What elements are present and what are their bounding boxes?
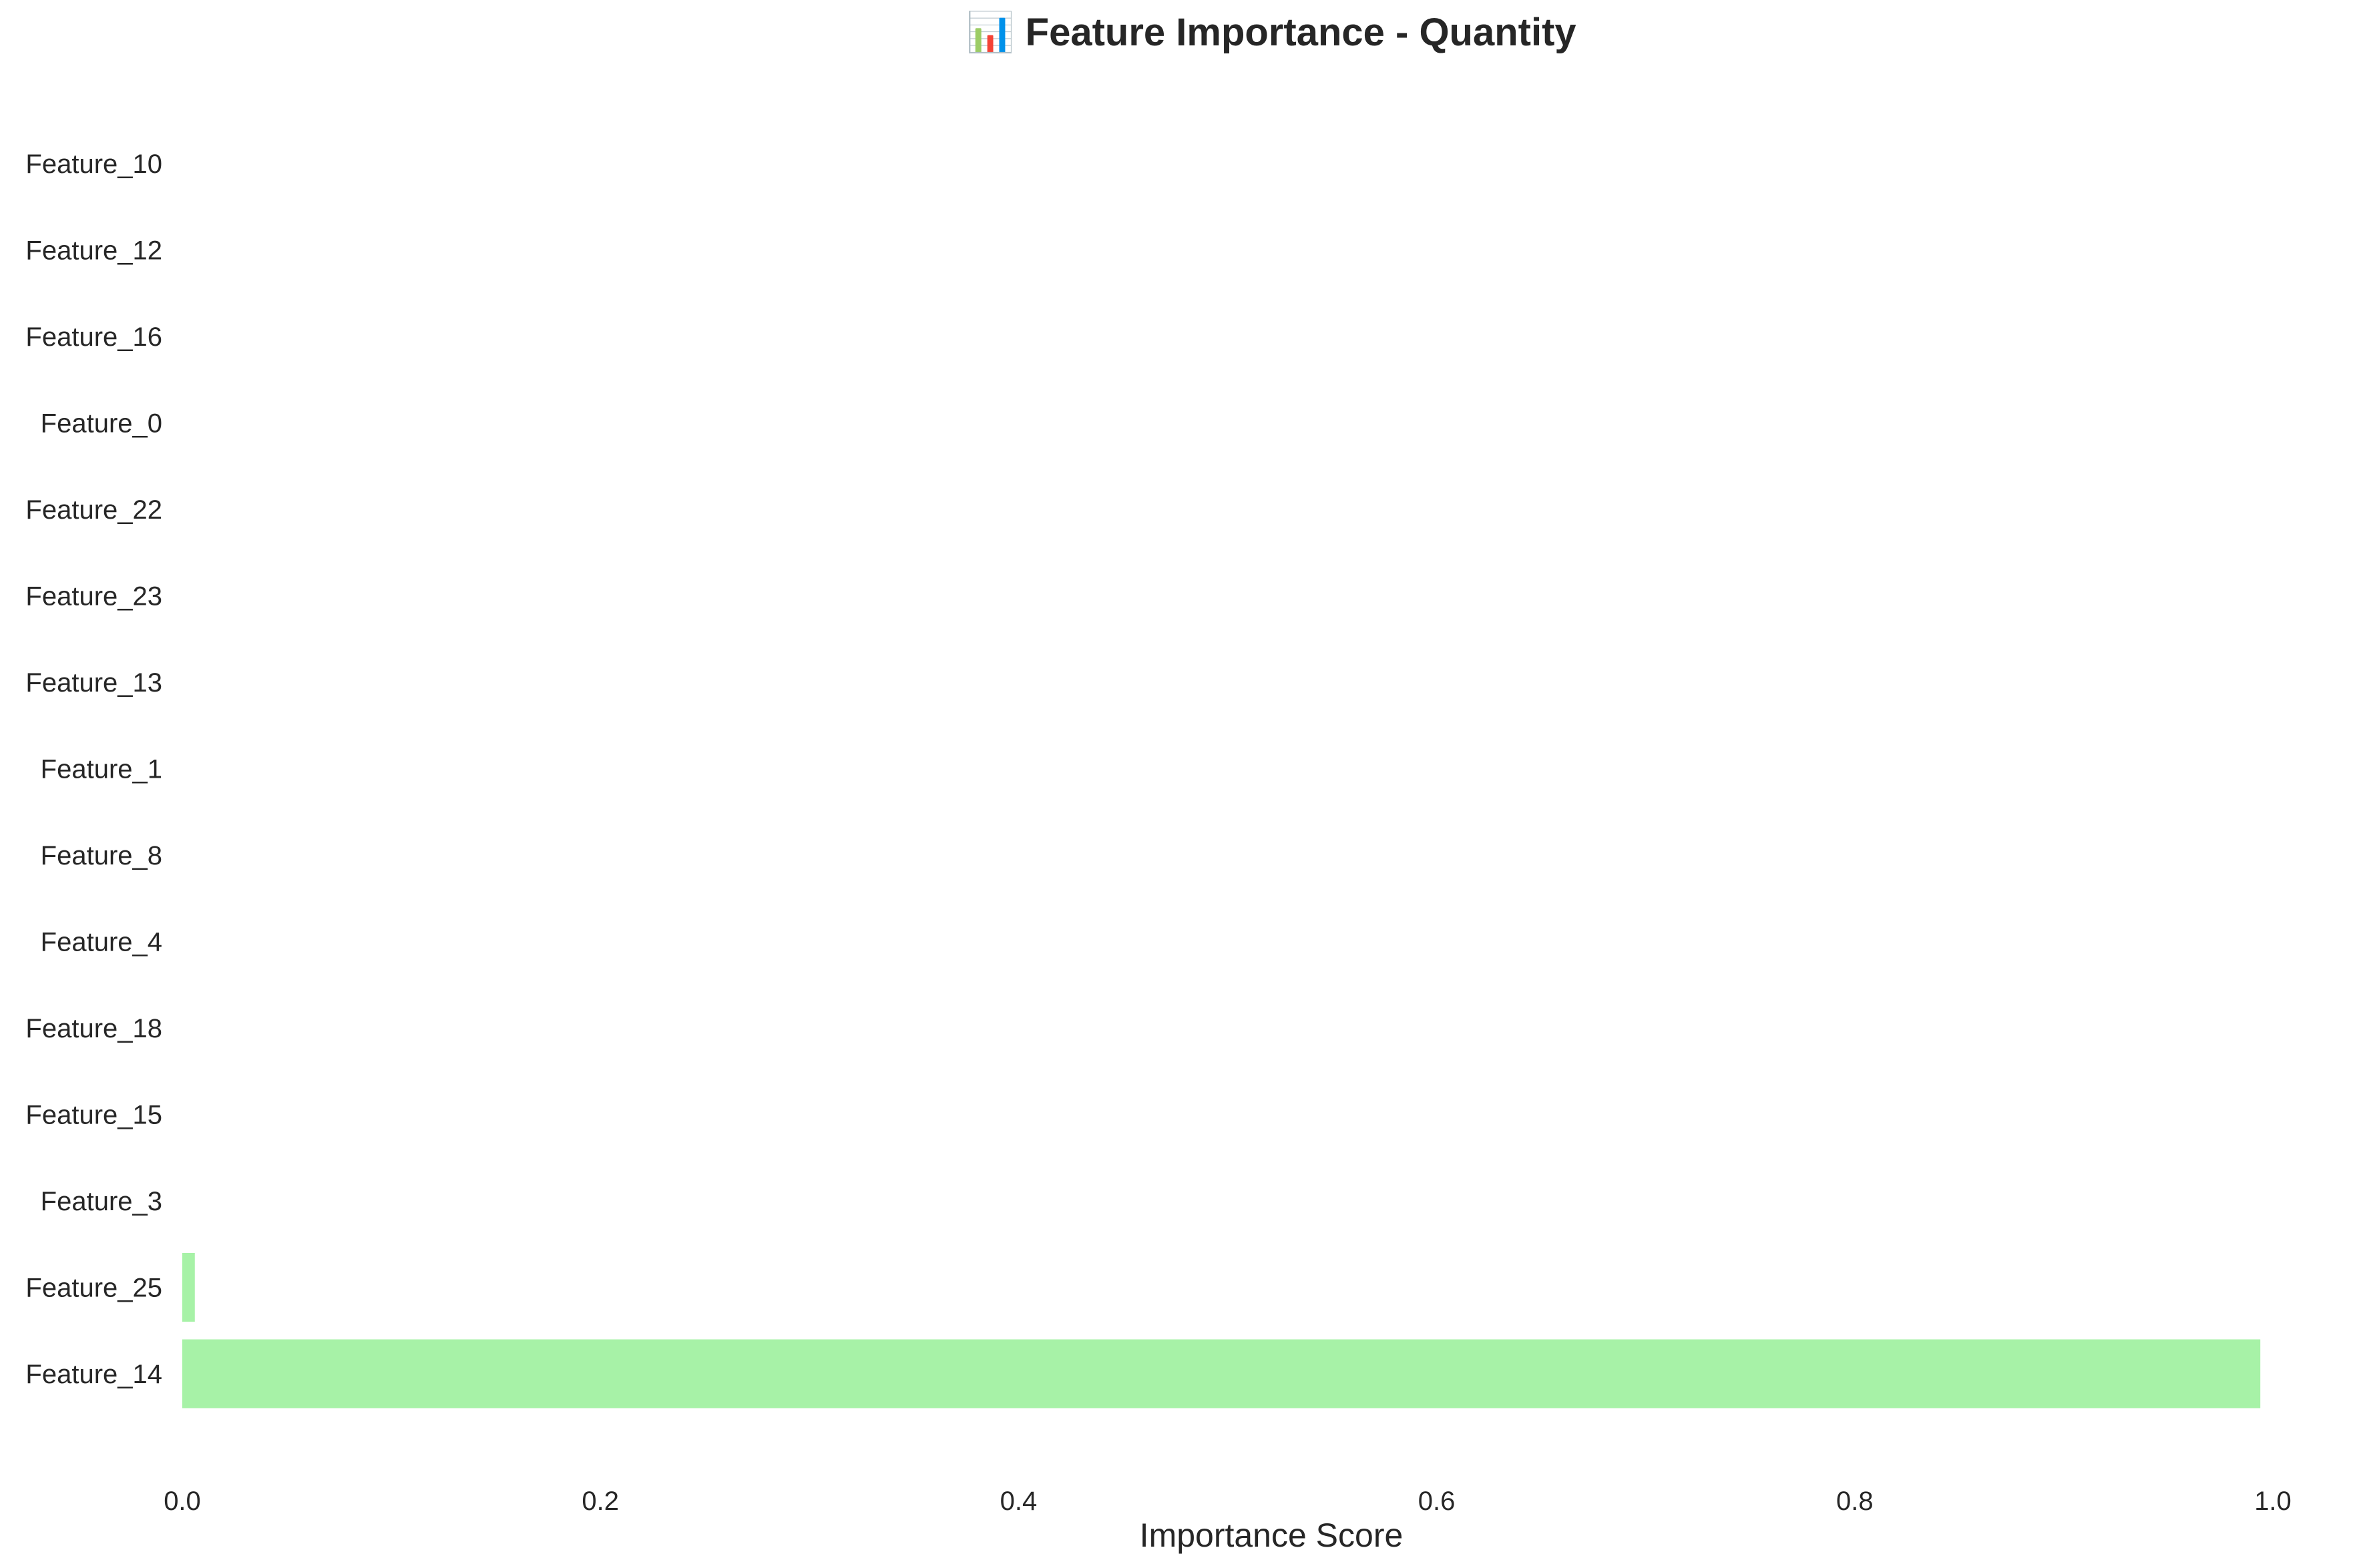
y-tick-label: Feature_0 (41, 409, 162, 439)
x-tick-label: 0.6 (1418, 1487, 1456, 1516)
x-tick-label: 0.8 (1836, 1487, 1874, 1516)
bars-group (182, 1253, 2261, 1408)
x-axis-label: Importance Score (1140, 1517, 1404, 1554)
chart-title: 📊 Feature Importance - Quantity (966, 10, 1576, 54)
y-tick-label: Feature_3 (41, 1187, 162, 1216)
y-tick-label: Feature_12 (25, 236, 162, 266)
y-tick-label: Feature_25 (25, 1274, 162, 1303)
x-tick-label: 0.0 (164, 1487, 201, 1516)
x-tick-label: 0.2 (582, 1487, 619, 1516)
x-tick-label: 0.4 (1000, 1487, 1038, 1516)
y-tick-label: Feature_8 (41, 841, 162, 870)
y-tick-label: Feature_23 (25, 582, 162, 611)
y-tick-label: Feature_18 (25, 1014, 162, 1043)
y-tick-label: Feature_15 (25, 1101, 162, 1130)
y-tick-label: Feature_1 (41, 755, 162, 784)
x-tick-label: 1.0 (2254, 1487, 2292, 1516)
y-tick-label: Feature_16 (25, 322, 162, 352)
y-tick-label: Feature_10 (25, 150, 162, 179)
x-tick-labels: 0.0 0.2 0.4 0.6 0.8 1.0 (164, 1487, 2292, 1516)
y-tick-labels: Feature_10 Feature_12 Feature_16 Feature_0 F… (25, 150, 162, 1389)
y-tick-label: Feature_13 (25, 668, 162, 698)
y-tick-label: Feature_22 (25, 495, 162, 525)
y-tick-label: Feature_4 (41, 928, 162, 957)
bar-feature-25 (182, 1253, 195, 1322)
bar-feature-14 (182, 1339, 2261, 1408)
y-tick-label: Feature_14 (25, 1360, 162, 1389)
